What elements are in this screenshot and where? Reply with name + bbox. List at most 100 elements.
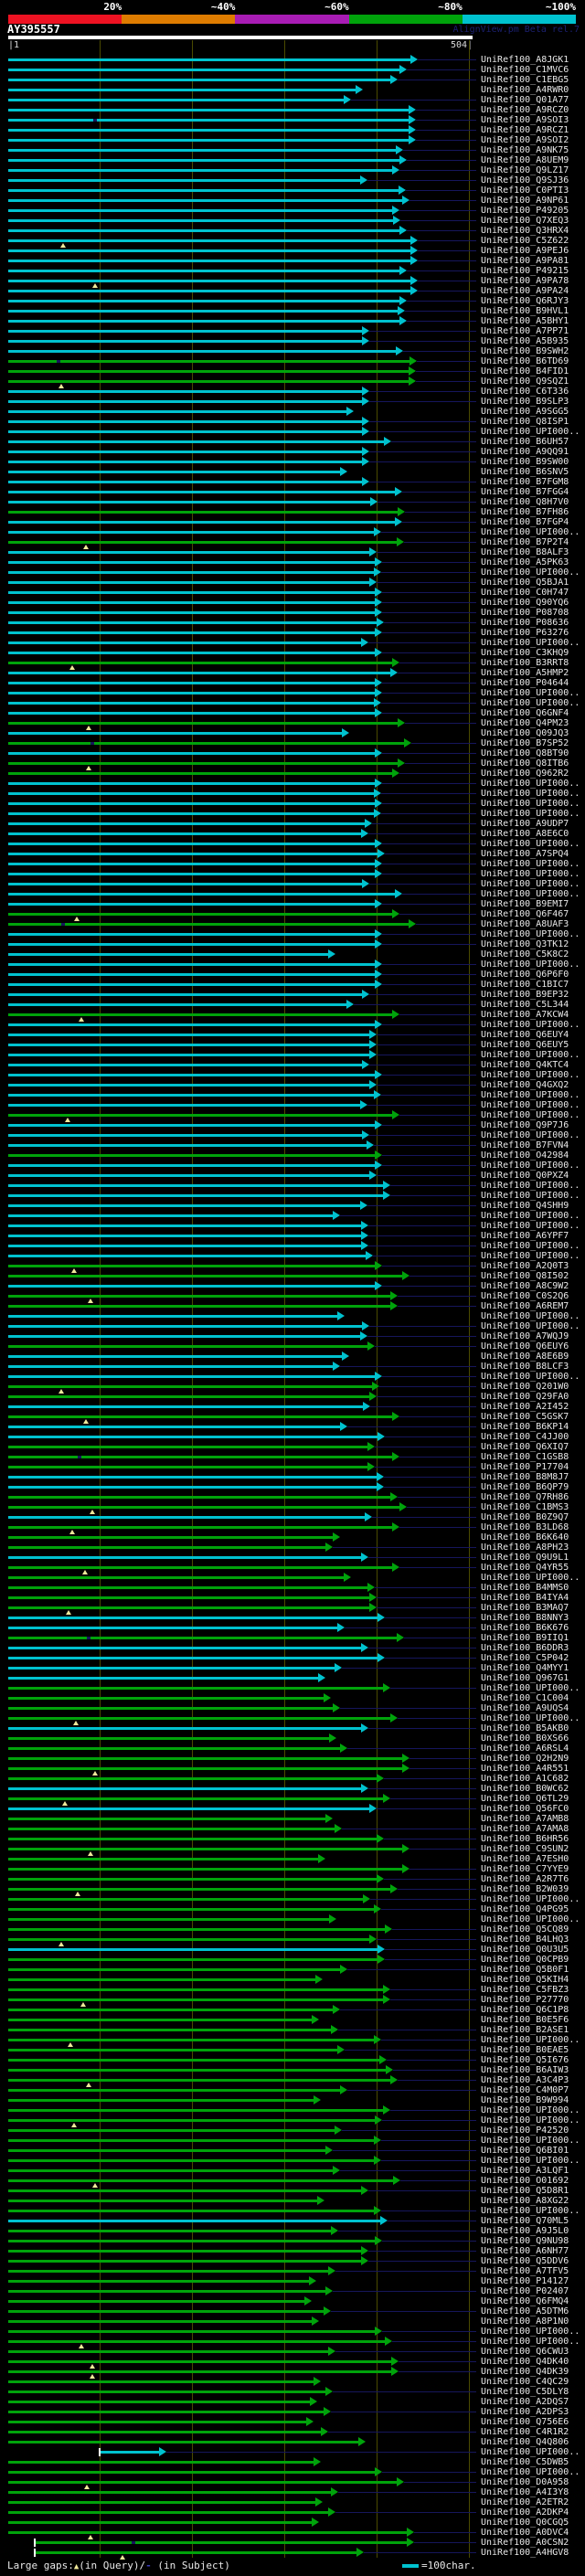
hit-label[interactable]: UniRef100_B6TD69: [481, 356, 569, 366]
hit-bar[interactable]: [8, 1224, 362, 1227]
hit-label[interactable]: UniRef100_Q9SQZ1: [481, 376, 569, 387]
hit-bar[interactable]: [8, 471, 341, 473]
hit-bar[interactable]: [8, 219, 395, 222]
hit-bar[interactable]: [8, 1868, 404, 1871]
hit-bar[interactable]: [8, 2089, 341, 2092]
hit-bar[interactable]: [8, 1777, 378, 1780]
hit-bar[interactable]: [8, 2280, 311, 2283]
hit-label[interactable]: UniRef100_UPI000..: [481, 1070, 580, 1080]
hit-label[interactable]: UniRef100_B6KP14: [481, 1422, 569, 1432]
hit-label[interactable]: UniRef100_Q9U9L1: [481, 1553, 569, 1563]
hit-bar[interactable]: [8, 2039, 375, 2041]
hit-label[interactable]: UniRef100_C4M0P7: [481, 2085, 569, 2095]
hit-bar[interactable]: [8, 2019, 314, 2021]
hit-label[interactable]: UniRef100_UPI000..: [481, 1251, 580, 1261]
hit-label[interactable]: UniRef100_UPI000..: [481, 929, 580, 939]
hit-label[interactable]: UniRef100_UPI000..: [481, 2105, 580, 2115]
hit-bar[interactable]: [8, 1084, 370, 1087]
hit-label[interactable]: UniRef100_B7SP52: [481, 738, 569, 748]
hit-bar[interactable]: [8, 2270, 329, 2273]
hit-bar[interactable]: [8, 652, 376, 654]
hit-label[interactable]: UniRef100_B7FGP4: [481, 517, 569, 527]
hit-label[interactable]: UniRef100_UPI000..: [481, 839, 580, 849]
hit-label[interactable]: UniRef100_C0S2Q6: [481, 1291, 569, 1301]
hit-label[interactable]: UniRef100_Q5DDV6: [481, 2256, 569, 2266]
hit-bar[interactable]: [8, 1044, 370, 1046]
hit-bar[interactable]: [8, 1003, 347, 1006]
hit-bar[interactable]: [8, 2401, 312, 2403]
hit-label[interactable]: UniRef100_Q09JQ3: [481, 728, 569, 738]
hit-label[interactable]: UniRef100_B9IIQ1: [481, 1633, 569, 1643]
hit-label[interactable]: UniRef100_Q0PXZ4: [481, 1171, 569, 1181]
hit-label[interactable]: UniRef100_UPI000..: [481, 1372, 580, 1382]
hit-bar[interactable]: [8, 832, 362, 835]
hit-bar[interactable]: [8, 2159, 375, 2162]
hit-label[interactable]: UniRef100_A9PEJ6: [481, 246, 569, 256]
hit-label[interactable]: UniRef100_Q6EUY6: [481, 1341, 569, 1352]
hit-bar[interactable]: [8, 1285, 376, 1288]
hit-label[interactable]: UniRef100_UPI000..: [481, 1914, 580, 1924]
hit-bar[interactable]: [8, 953, 329, 956]
hit-label[interactable]: UniRef100_A7ESH0: [481, 1854, 569, 1864]
hit-label[interactable]: UniRef100_A2ETR2: [481, 2497, 569, 2507]
hit-bar[interactable]: [8, 1667, 335, 1670]
hit-bar[interactable]: [8, 702, 375, 705]
hit-bar[interactable]: [8, 1828, 335, 1830]
hit-label[interactable]: UniRef100_Q6CWU3: [481, 2347, 569, 2357]
hit-bar[interactable]: [8, 1747, 341, 1750]
hit-label[interactable]: UniRef100_Q4PG95: [481, 1904, 569, 1914]
hit-label[interactable]: UniRef100_B0XS66: [481, 1733, 569, 1744]
hit-label[interactable]: UniRef100_Q5I676: [481, 2055, 569, 2065]
hit-label[interactable]: UniRef100_A9PA78: [481, 276, 569, 286]
hit-bar[interactable]: [8, 360, 411, 363]
hit-bar[interactable]: [8, 1948, 378, 1951]
hit-label[interactable]: UniRef100_C5DLY8: [481, 2387, 569, 2397]
hit-label[interactable]: UniRef100_Q4KTC4: [481, 1060, 569, 1070]
hit-bar[interactable]: [8, 290, 412, 292]
hit-label[interactable]: UniRef100_UPI000..: [481, 698, 580, 708]
hit-bar[interactable]: [8, 531, 375, 534]
hit-bar[interactable]: [8, 1677, 320, 1680]
hit-label[interactable]: UniRef100_B9W994: [481, 2095, 569, 2105]
hit-bar[interactable]: [8, 1194, 385, 1197]
hit-bar[interactable]: [8, 903, 376, 906]
hit-bar[interactable]: [8, 2501, 317, 2504]
hit-label[interactable]: UniRef100_B8M8J7: [481, 1472, 569, 1482]
hit-bar[interactable]: [8, 802, 376, 805]
hit-bar[interactable]: [8, 2069, 388, 2072]
hit-bar[interactable]: [8, 1556, 362, 1559]
hit-label[interactable]: UniRef100_Q4PM23: [481, 718, 569, 728]
hit-label[interactable]: UniRef100_UPI000..: [481, 1894, 580, 1904]
hit-bar[interactable]: [8, 2059, 381, 2062]
hit-bar[interactable]: [8, 300, 401, 302]
hit-bar[interactable]: [8, 1807, 370, 1810]
hit-label[interactable]: UniRef100_Q01A77: [481, 95, 569, 105]
hit-label[interactable]: UniRef100_A6NH77: [481, 2246, 569, 2256]
hit-label[interactable]: UniRef100_Q5CQ89: [481, 1924, 569, 1935]
hit-label[interactable]: UniRef100_C1EBG5: [481, 75, 569, 85]
hit-bar[interactable]: [8, 1385, 373, 1388]
hit-bar[interactable]: [8, 330, 363, 333]
hit-bar[interactable]: [8, 2009, 334, 2011]
hit-bar[interactable]: [8, 672, 392, 674]
hit-bar[interactable]: [8, 2189, 362, 2192]
hit-bar[interactable]: [8, 400, 363, 403]
hit-label[interactable]: UniRef100_Q5B0F1: [481, 1965, 569, 1975]
hit-label[interactable]: UniRef100_UPI000..: [481, 1211, 580, 1221]
hit-label[interactable]: UniRef100_B8ALF3: [481, 547, 569, 557]
hit-bar[interactable]: [100, 2451, 160, 2454]
hit-label[interactable]: UniRef100_B4LHQ3: [481, 1935, 569, 1945]
hit-bar[interactable]: [8, 1707, 334, 1710]
hit-label[interactable]: UniRef100_B4IYA4: [481, 1593, 569, 1603]
hit-label[interactable]: UniRef100_A0CSN2: [481, 2538, 569, 2548]
hit-label[interactable]: UniRef100_UPI000..: [481, 1221, 580, 1231]
hit-bar[interactable]: [8, 973, 376, 976]
hit-label[interactable]: UniRef100_B3LD68: [481, 1522, 569, 1532]
hit-label[interactable]: UniRef100_Q5BJA1: [481, 578, 569, 588]
hit-bar[interactable]: [8, 1013, 394, 1016]
hit-bar[interactable]: [8, 893, 397, 896]
hit-label[interactable]: UniRef100_B7FH86: [481, 507, 569, 517]
hit-bar[interactable]: [8, 1365, 334, 1368]
hit-label[interactable]: UniRef100_B7P2T4: [481, 537, 569, 547]
hit-label[interactable]: UniRef100_UPI000..: [481, 789, 580, 799]
